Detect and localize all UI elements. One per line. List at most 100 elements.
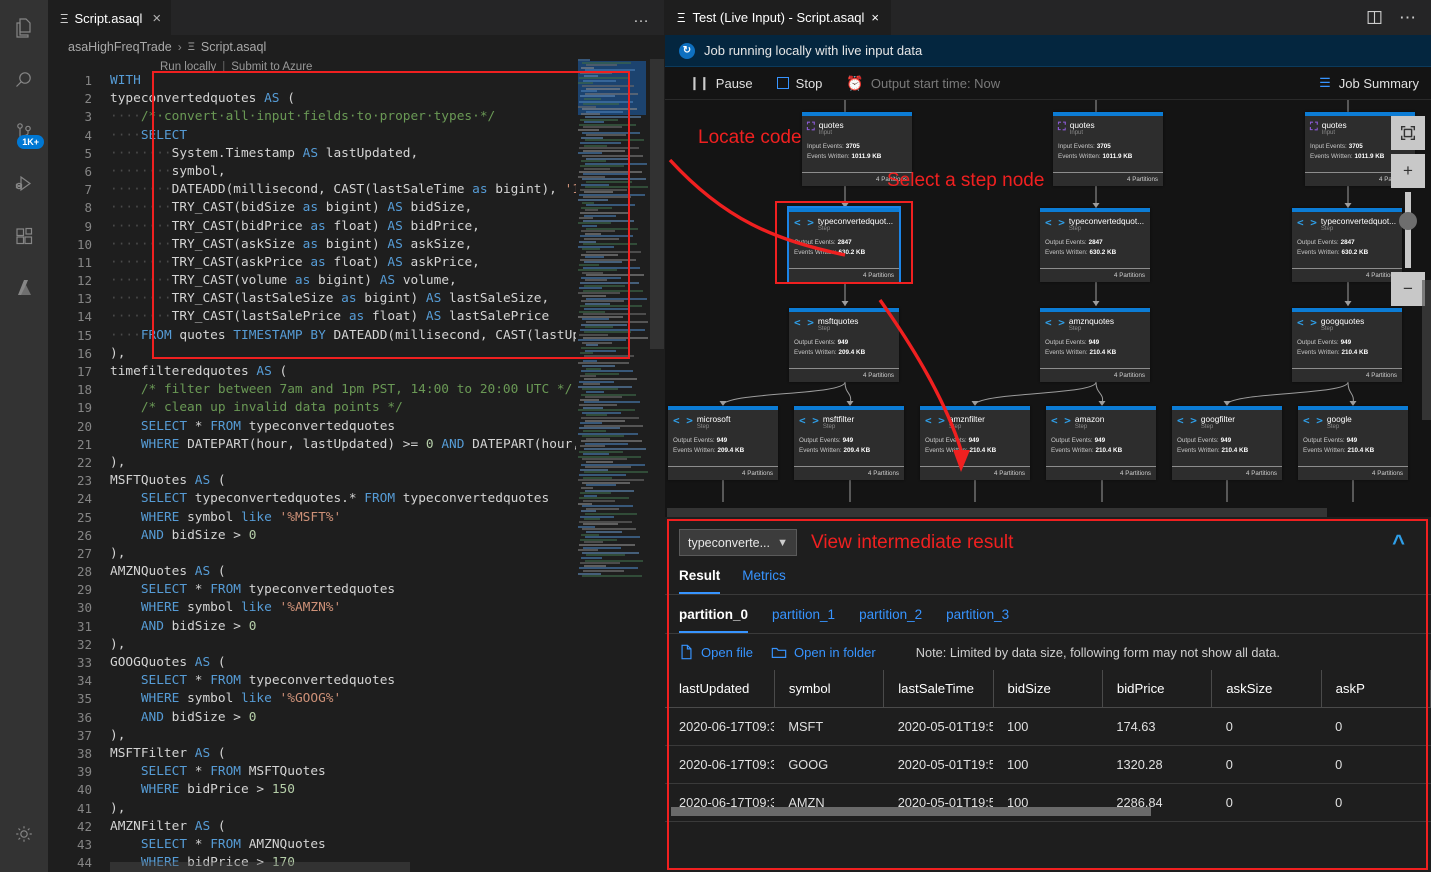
tab-partition-0[interactable]: partition_0	[679, 607, 749, 633]
open-in-folder-button[interactable]: Open in folder	[771, 645, 876, 660]
code-text[interactable]: SELECT * FROM typeconvertedquotes	[140, 582, 396, 598]
diagram-node-microsoft[interactable]: < > microsoft Step Output Events: 949 Events…	[668, 406, 778, 480]
split-editor-icon[interactable]	[1366, 9, 1383, 26]
table-row[interactable]: 2020-06-17T09:3...GOOG2020-05-01T19:5...…	[665, 745, 1431, 784]
tab-result[interactable]: Result	[679, 568, 721, 594]
breadcrumb-item-file[interactable]: Script.asaql	[200, 40, 267, 54]
table-column-header[interactable]: bidSize	[993, 670, 1103, 708]
breadcrumb-item-project[interactable]: asaHighFreqTrade	[68, 40, 172, 54]
code-text[interactable]: ),	[110, 545, 126, 561]
step-selector-dropdown[interactable]: typeconverte... ▼	[679, 529, 797, 556]
code-text[interactable]: ····/*·convert·all·input·fields·to·prope…	[110, 109, 496, 125]
code-text[interactable]: ),	[110, 636, 126, 652]
code-text[interactable]: WHERE symbol like '%MSFT%'	[140, 509, 342, 525]
diagram-node-googquotes[interactable]: < > googquotes Step Output Events: 949 Event…	[1292, 308, 1402, 382]
pause-button[interactable]: ❙❙ Pause	[677, 67, 765, 100]
code-text[interactable]: GOOGQuotes AS (	[110, 655, 226, 670]
code-text[interactable]: SELECT * FROM AMZNQuotes	[140, 836, 326, 852]
code-text[interactable]: ),	[110, 800, 126, 816]
code-text[interactable]: ····SELECT	[110, 127, 188, 143]
code-text[interactable]: WHERE bidPrice > 150	[140, 782, 295, 798]
output-start-time-button[interactable]: ⏰ Output start time: Now	[834, 67, 1012, 100]
tab-partition-3[interactable]: partition_3	[946, 607, 1010, 622]
diagram-node-tcq-2[interactable]: < > typeconvertedquot... Step Output Events…	[1040, 208, 1150, 282]
diagram-node-quotes-1[interactable]: ⛶ quotes Input Input Events: 3705 Events Wri…	[802, 112, 912, 186]
code-text[interactable]: ········TRY_CAST(lastSaleSize as bigint)…	[110, 291, 550, 307]
code-text[interactable]: ········symbol,	[110, 163, 226, 179]
code-text[interactable]: ········System.Timestamp AS lastUpdated,	[110, 145, 419, 161]
close-icon[interactable]: ×	[152, 9, 162, 27]
code-text[interactable]: SELECT * FROM MSFTQuotes	[140, 764, 326, 780]
code-text[interactable]: MSFTFilter AS (	[110, 745, 226, 761]
code-editor[interactable]: 1 WITH 2 typeconvertedquotes AS (3 ····/*·co…	[48, 59, 664, 872]
table-column-header[interactable]: askP	[1321, 670, 1431, 708]
code-text[interactable]: /* clean up invalid data points */	[140, 400, 403, 416]
sidebar-item-extensions[interactable]	[0, 212, 48, 260]
code-text[interactable]: WHERE DATEPART(hour, lastUpdated) >= 0 A…	[140, 436, 611, 452]
code-text[interactable]: ········TRY_CAST(askSize as bigint) AS a…	[110, 236, 473, 252]
stop-button[interactable]: Stop	[765, 67, 835, 100]
tab-partition-2[interactable]: partition_2	[859, 607, 923, 622]
run-locally-link[interactable]: Run locally	[160, 61, 217, 73]
code-text[interactable]: ),	[110, 727, 126, 743]
tab-metrics[interactable]: Metrics	[742, 568, 786, 583]
code-text[interactable]: WITH	[110, 73, 141, 88]
minimap[interactable]	[576, 59, 648, 872]
sidebar-item-source-control[interactable]: 1K+	[0, 108, 48, 156]
scrollbar-thumb[interactable]	[650, 59, 664, 349]
tab-script-asaql[interactable]: Ξ Script.asaql ×	[48, 0, 172, 35]
job-diagram[interactable]: ⛶ quotes Input Input Events: 3705 Events Wri…	[665, 100, 1431, 517]
diagram-horizontal-scrollbar[interactable]	[667, 508, 1327, 517]
code-text[interactable]: WHERE symbol like '%AMZN%'	[140, 600, 342, 616]
collapse-panel-button[interactable]: ^	[1392, 529, 1405, 555]
sidebar-item-run-and-debug[interactable]	[0, 160, 48, 208]
job-summary-button[interactable]: ☰ Job Summary	[1319, 75, 1419, 91]
code-text[interactable]: ),	[110, 345, 126, 361]
diagram-node-tcq-3[interactable]: < > typeconvertedquot... Step Output Events…	[1292, 208, 1402, 282]
results-horizontal-scrollbar[interactable]	[671, 807, 1151, 816]
diagram-zoom-controls[interactable]: + −	[1391, 116, 1425, 310]
table-column-header[interactable]: symbol	[774, 670, 885, 708]
table-column-header[interactable]: bidPrice	[1102, 670, 1213, 708]
sidebar-item-explorer[interactable]	[0, 4, 48, 52]
code-text[interactable]: ········TRY_CAST(bidSize as bigint) AS b…	[110, 200, 473, 216]
diagram-node-quotes-2[interactable]: ⛶ quotes Input Input Events: 3705 Events Wri…	[1053, 112, 1163, 186]
diagram-node-msftquotes[interactable]: < > msftquotes Step Output Events: 949 Event…	[789, 308, 899, 382]
tab-partition-1[interactable]: partition_1	[772, 607, 836, 622]
sidebar-item-manage[interactable]	[0, 810, 48, 858]
editor-vertical-scrollbar[interactable]	[650, 59, 664, 872]
code-text[interactable]: AMZNQuotes AS (	[110, 564, 226, 580]
open-file-button[interactable]: Open file	[679, 644, 753, 660]
diagram-node-google[interactable]: < > google Step Output Events: 949 Events Wr…	[1298, 406, 1408, 480]
code-text[interactable]: AND bidSize > 0	[140, 618, 257, 634]
table-column-header[interactable]: lastUpdated	[665, 670, 775, 708]
code-text[interactable]: WHERE symbol like '%GOOG%'	[140, 691, 342, 707]
code-text[interactable]: ········TRY_CAST(lastSalePrice as float)…	[110, 309, 550, 325]
diagram-node-amznfilter[interactable]: < > amznfilter Step Output Events: 949 Event…	[920, 406, 1030, 480]
code-text[interactable]: /* filter between 7am and 1pm PST, 14:00…	[140, 382, 573, 398]
hscrollbar-thumb[interactable]	[110, 862, 410, 872]
code-text[interactable]: ····FROM quotes TIMESTAMP BY DATEADD(mil…	[110, 327, 611, 343]
editor-more-actions[interactable]: …	[633, 0, 664, 35]
zoom-out-button[interactable]: −	[1391, 272, 1425, 306]
diagram-node-msftfilter[interactable]: < > msftfilter Step Output Events: 949 Event…	[794, 406, 904, 480]
sidebar-item-azure[interactable]	[0, 264, 48, 312]
diagram-node-tcq-1[interactable]: < > typeconvertedquot... Step Output Events…	[787, 206, 901, 284]
diagram-node-amznquotes[interactable]: < > amznquotes Step Output Events: 949 Event…	[1040, 308, 1150, 382]
code-text[interactable]: SELECT typeconvertedquotes.* FROM typeco…	[140, 491, 550, 507]
editor-horizontal-scrollbar[interactable]	[110, 862, 565, 872]
code-text[interactable]: ),	[110, 454, 126, 470]
code-text[interactable]: ········TRY_CAST(bidPrice as float) AS b…	[110, 218, 480, 234]
code-text[interactable]: typeconvertedquotes AS (	[110, 91, 295, 107]
close-icon[interactable]: ×	[871, 10, 880, 25]
diagram-node-amazon[interactable]: < > amazon Step Output Events: 949 Events Wr…	[1046, 406, 1156, 480]
submit-to-azure-link[interactable]: Submit to Azure	[231, 61, 313, 73]
code-text[interactable]: ········TRY_CAST(volume as bigint) AS vo…	[110, 273, 457, 289]
zoom-in-button[interactable]: +	[1391, 154, 1425, 188]
code-text[interactable]: SELECT * FROM typeconvertedquotes	[140, 673, 396, 689]
code-text[interactable]: WHERE bidPrice > 170	[140, 855, 295, 871]
tab-test-live-input[interactable]: Ξ Test (Live Input) - Script.asaql ×	[665, 0, 892, 35]
code-text[interactable]: AMZNFilter AS (	[110, 818, 226, 834]
code-text[interactable]: AND bidSize > 0	[140, 709, 257, 725]
table-column-header[interactable]: lastSaleTime	[883, 670, 994, 708]
